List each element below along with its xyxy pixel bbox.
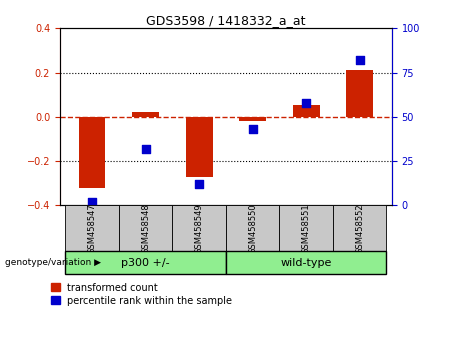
- Bar: [226, 205, 279, 251]
- Bar: [239, 117, 266, 121]
- Bar: [65, 251, 226, 274]
- Text: GSM458551: GSM458551: [301, 203, 311, 254]
- Bar: [333, 205, 386, 251]
- Bar: [293, 105, 319, 117]
- Bar: [119, 205, 172, 251]
- Point: [302, 100, 310, 105]
- Text: genotype/variation ▶: genotype/variation ▶: [5, 258, 100, 267]
- Bar: [346, 70, 373, 117]
- Bar: [132, 113, 159, 117]
- Text: GSM458552: GSM458552: [355, 203, 364, 254]
- Point: [249, 126, 256, 132]
- Text: p300 +/-: p300 +/-: [121, 258, 170, 268]
- Text: GSM458547: GSM458547: [88, 203, 96, 254]
- Text: GSM458549: GSM458549: [195, 203, 204, 254]
- Bar: [186, 117, 213, 177]
- Point: [89, 199, 96, 205]
- Bar: [279, 205, 333, 251]
- Text: GSM458548: GSM458548: [141, 203, 150, 254]
- Text: wild-type: wild-type: [280, 258, 332, 268]
- Title: GDS3598 / 1418332_a_at: GDS3598 / 1418332_a_at: [146, 14, 306, 27]
- Bar: [79, 117, 106, 188]
- Text: GSM458550: GSM458550: [248, 203, 257, 254]
- Point: [142, 146, 149, 152]
- Bar: [172, 205, 226, 251]
- Point: [195, 181, 203, 187]
- Bar: [65, 205, 119, 251]
- Bar: [226, 251, 386, 274]
- Point: [356, 57, 363, 63]
- Legend: transformed count, percentile rank within the sample: transformed count, percentile rank withi…: [51, 283, 232, 306]
